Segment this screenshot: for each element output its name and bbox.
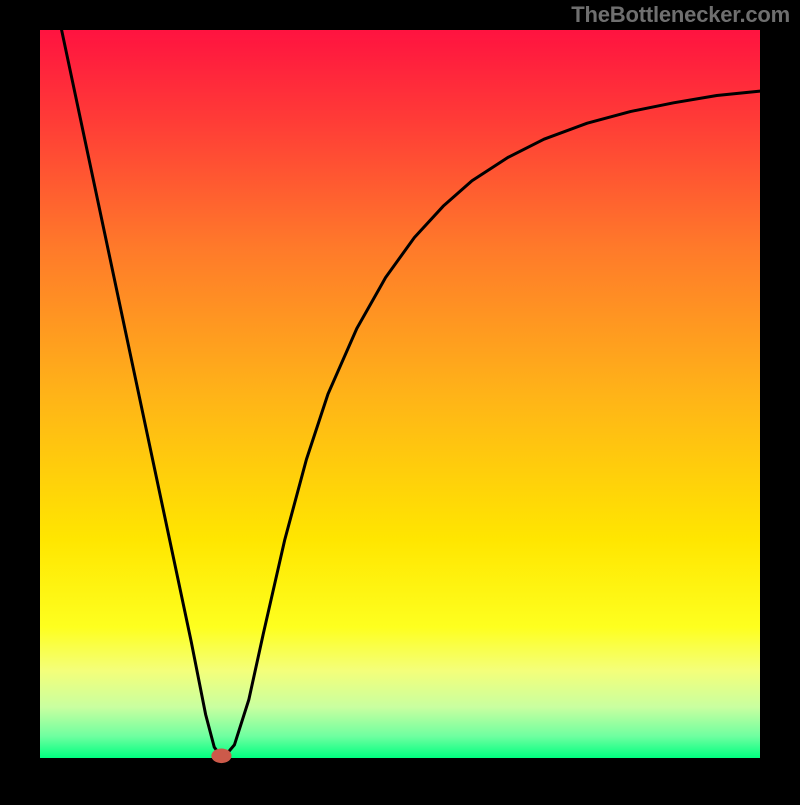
optimum-marker <box>211 749 231 764</box>
chart-gradient-bg <box>40 30 760 758</box>
chart-svg <box>0 0 800 800</box>
watermark-text: TheBottlenecker.com <box>571 2 790 28</box>
chart-canvas <box>0 0 800 800</box>
